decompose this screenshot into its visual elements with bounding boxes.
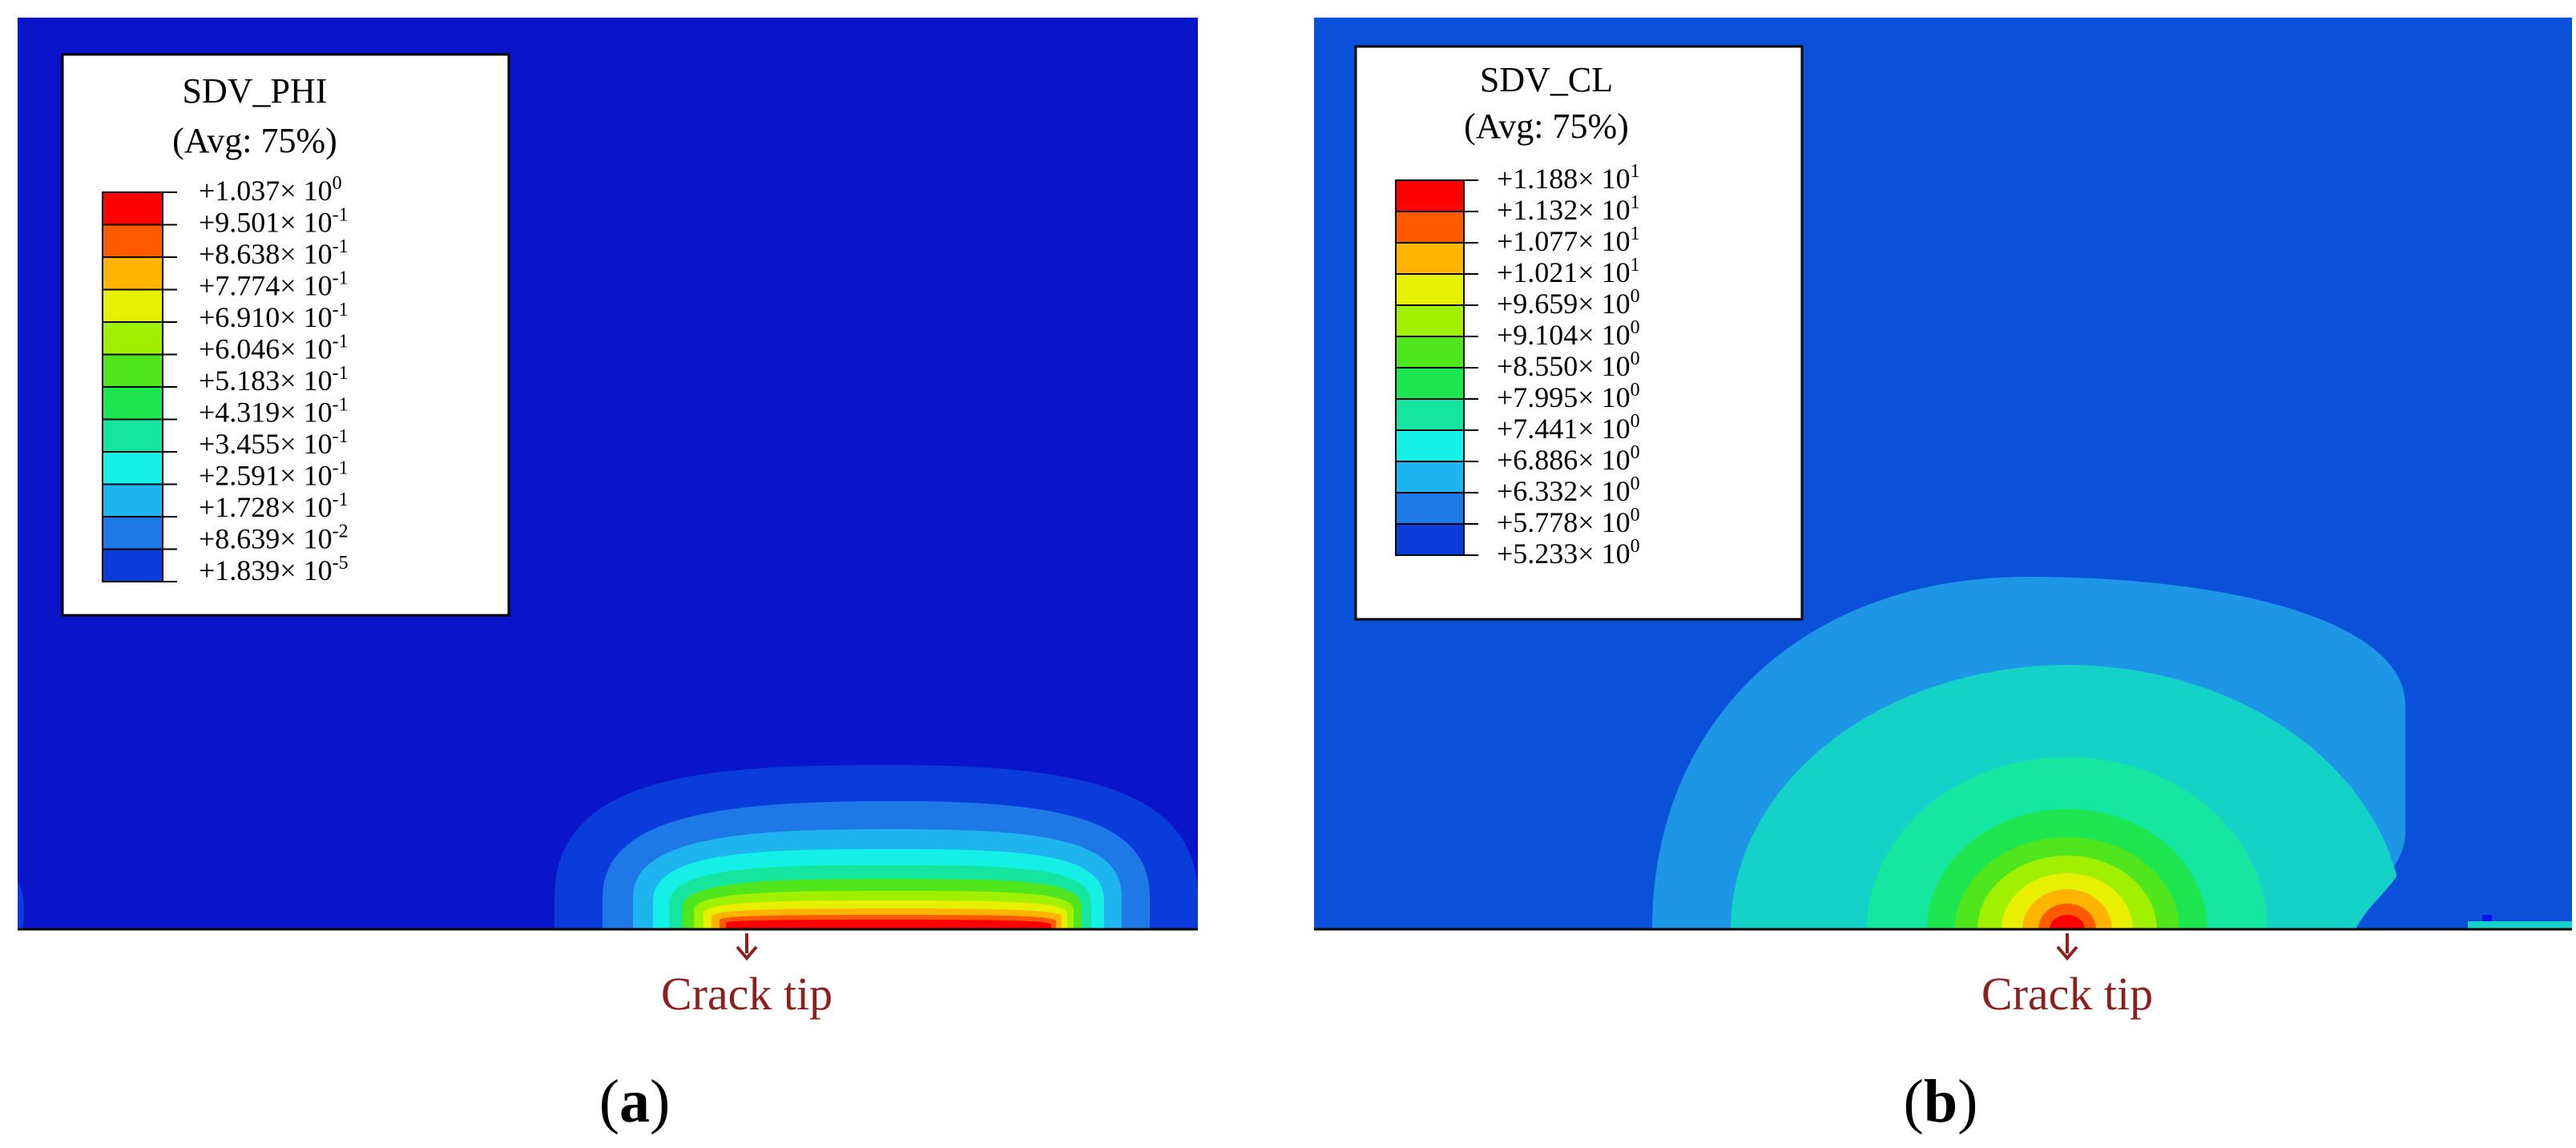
contour-band — [2482, 915, 2492, 921]
legend-value: +1.188× 101 — [1497, 161, 1640, 195]
panel-label: (b) — [1904, 1068, 1978, 1135]
crack-tip-label: Crack tip — [661, 968, 832, 1020]
legend-value: +6.910× 10-1 — [199, 300, 349, 333]
legend-swatch — [102, 321, 163, 356]
legend-swatches — [1395, 179, 1478, 556]
legend-value: +1.132× 101 — [1497, 192, 1640, 226]
legend-swatch — [102, 483, 163, 518]
legend-swatch — [1395, 367, 1465, 400]
legend-swatches — [102, 191, 177, 582]
legend-labels: +1.037× 100+9.501× 10-1+8.638× 10-1+7.77… — [199, 173, 349, 586]
legend-title: SDV_CL — [1480, 60, 1613, 99]
panel-a: SDV_PHI (Avg: 75%) +1.037× 100 +9.501× 10… — [0, 0, 1270, 1148]
legend-swatch — [1395, 523, 1465, 556]
legend-value: +6.886× 100 — [1497, 442, 1640, 476]
legend-value: +8.639× 10-2 — [199, 522, 349, 555]
legend-swatch — [1395, 429, 1465, 462]
legend-swatch — [1395, 492, 1465, 525]
mask — [1306, 930, 2576, 1148]
legend-value: +1.037× 100 — [199, 173, 342, 207]
legend-labels: +1.188× 101+1.132× 101+1.077× 101+1.021×… — [1497, 161, 1640, 570]
legend-value: +7.995× 100 — [1497, 380, 1640, 413]
legend-value: +8.550× 100 — [1497, 348, 1640, 382]
crack-tip-annotation: Crack tip — [661, 933, 832, 1020]
legend-value: +2.591× 10-1 — [199, 458, 349, 492]
legend-swatch — [1395, 304, 1465, 337]
legend-swatch — [1395, 273, 1465, 306]
legend-b: SDV_CL (Avg: 75%) +1.188× 101+1.132× 101… — [1354, 45, 1804, 621]
contour-band — [726, 920, 1051, 929]
panel-label: (a) — [599, 1068, 671, 1135]
crack-tip-annotation: Crack tip — [1981, 933, 2153, 1020]
legend-swatch — [102, 516, 163, 550]
arrow-down-icon — [736, 945, 758, 961]
legend-swatch — [102, 224, 163, 258]
crack-tip-label: Crack tip — [1981, 968, 2153, 1020]
legend-swatch — [1395, 211, 1465, 244]
legend-value: +7.774× 10-1 — [199, 268, 349, 302]
legend-swatch — [102, 418, 163, 453]
legend-swatch — [102, 256, 163, 291]
contour-band — [2356, 849, 2405, 929]
legend-value: +1.021× 101 — [1497, 255, 1640, 288]
arrow-down-icon — [2056, 945, 2078, 961]
legend-value: +5.183× 10-1 — [199, 363, 349, 397]
legend-value: +3.455× 10-1 — [199, 426, 349, 460]
legend-value: +8.638× 10-1 — [199, 236, 349, 270]
legend-swatch — [102, 451, 163, 485]
legend-avg: (Avg: 75%) — [172, 121, 337, 160]
legend-swatch — [102, 548, 163, 582]
panel-b: SDV_CL (Avg: 75%) +1.188× 101 +1.132× 101… — [1306, 0, 2576, 1148]
legend-value: +6.332× 100 — [1497, 473, 1640, 507]
legend-swatch — [1395, 242, 1465, 275]
legend-value: +1.077× 101 — [1497, 224, 1640, 257]
legend-swatch — [102, 386, 163, 421]
contour-band — [2468, 921, 2572, 929]
legend-value: +5.233× 100 — [1497, 536, 1640, 570]
legend-value: +1.728× 10-1 — [199, 489, 349, 523]
legend-value: +6.046× 10-1 — [199, 332, 349, 365]
legend-swatch — [102, 288, 163, 323]
legend-value: +9.104× 100 — [1497, 317, 1640, 351]
legend-value: +1.839× 10-5 — [199, 553, 349, 586]
legend-swatch — [1395, 398, 1465, 431]
legend-swatch — [1395, 461, 1465, 493]
legend-title: SDV_PHI — [183, 71, 328, 111]
contour-plot-b: SDV_CL (Avg: 75%) +1.188× 101+1.132× 101… — [1306, 18, 2576, 1148]
contour-plot-a: SDV_PHI (Avg: 75%) +1.037× 100+9.501× 10… — [18, 18, 1198, 1135]
legend-value: +7.441× 100 — [1497, 411, 1640, 445]
legend-swatch — [1395, 179, 1465, 212]
legend-swatch — [102, 191, 163, 226]
contour-band — [18, 881, 24, 929]
legend-value: +9.659× 100 — [1497, 286, 1640, 320]
legend-a: SDV_PHI (Avg: 75%) +1.037× 100+9.501× 10… — [61, 53, 510, 617]
legend-avg: (Avg: 75%) — [1464, 107, 1629, 146]
legend-value: +5.778× 100 — [1497, 505, 1640, 538]
legend-swatch — [1395, 336, 1465, 369]
legend-value: +9.501× 10-1 — [199, 205, 349, 239]
legend-swatch — [102, 353, 163, 388]
legend-value: +4.319× 10-1 — [199, 395, 349, 429]
